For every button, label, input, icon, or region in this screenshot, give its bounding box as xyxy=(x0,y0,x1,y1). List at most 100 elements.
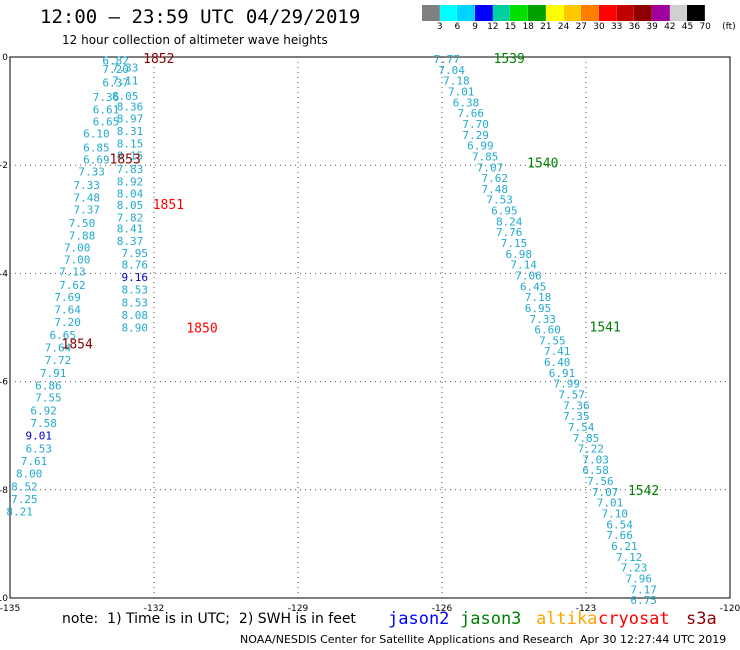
wave-height-value: 6.99 xyxy=(467,140,494,153)
wave-height-value: 6.92 xyxy=(30,405,57,418)
wave-height-value: 8.15 xyxy=(117,137,144,150)
wave-height-value: 7.20 xyxy=(54,316,81,329)
wave-height-value: 7.82 xyxy=(117,212,144,225)
wave-height-value: 8.41 xyxy=(117,222,144,235)
x-tick-label: -120 xyxy=(720,604,740,614)
wave-height-value: 7.36 xyxy=(93,91,120,104)
wave-height-value: 7.20 xyxy=(102,63,129,76)
wave-height-value: 7.41 xyxy=(544,345,571,358)
wave-height-value: 6.69 xyxy=(83,154,110,167)
legend-altika: altika xyxy=(536,609,598,629)
colorbar-label: 39 xyxy=(646,22,658,32)
wave-height-value: 7.91 xyxy=(40,367,67,380)
wave-height-value: 7.96 xyxy=(626,572,653,585)
wave-height-value: 6.53 xyxy=(26,443,53,456)
pass-time-label: 1540 xyxy=(527,156,558,171)
credit-line: NOAA/NESDIS Center for Satellite Applica… xyxy=(240,633,574,646)
wave-height-value: 7.72 xyxy=(45,354,72,367)
wave-height-value: 7.77 xyxy=(434,53,461,66)
y-tick-label: -4 xyxy=(0,269,8,279)
wave-height-value: 7.50 xyxy=(69,217,96,230)
wave-height-value: 7.25 xyxy=(11,493,38,506)
wave-height-value: 6.85 xyxy=(83,141,110,154)
wave-height-value: 9.16 xyxy=(122,271,149,284)
wave-height-value: 6.54 xyxy=(606,518,633,531)
wave-height-value: 8.36 xyxy=(117,101,144,114)
wave-height-value: 7.10 xyxy=(602,508,629,521)
wave-height-value: 7.29 xyxy=(462,129,489,142)
wave-height-value: 8.90 xyxy=(122,321,149,334)
x-tick-label: -132 xyxy=(144,604,164,614)
wave-height-value: 8.53 xyxy=(122,297,149,310)
colorbar-swatch xyxy=(616,5,635,21)
wave-height-value: 7.85 xyxy=(573,432,600,445)
wave-height-value: 7.01 xyxy=(448,86,475,99)
colorbar-swatch xyxy=(439,5,458,21)
pass-time-label: 1853 xyxy=(110,153,141,168)
colorbar-label: 36 xyxy=(628,22,641,32)
wave-height-value: 7.56 xyxy=(587,475,614,488)
wave-height-value: 8.53 xyxy=(122,284,149,297)
wave-height-value: 7.64 xyxy=(45,341,72,354)
pass-time-label: 1850 xyxy=(186,322,217,337)
wave-height-value: 7.95 xyxy=(122,247,149,260)
wave-height-value: 8.05 xyxy=(112,90,139,103)
wave-height-value: 7.36 xyxy=(563,399,590,412)
wave-height-value: 7.69 xyxy=(54,291,81,304)
wave-height-value: 8.15 xyxy=(117,149,144,162)
wave-height-value: 7.88 xyxy=(69,229,96,242)
wave-height-value: 6.91 xyxy=(549,367,576,380)
wave-height-value: 7.00 xyxy=(64,241,91,254)
wave-height-value: 7.85 xyxy=(472,150,499,163)
colorbar xyxy=(422,5,705,21)
wave-height-value: 7.22 xyxy=(578,443,605,456)
wave-height-value: 7.35 xyxy=(563,410,590,423)
wave-height-value: 6.65 xyxy=(93,115,120,128)
map-frame xyxy=(9,56,731,599)
y-tick-label: -6 xyxy=(0,378,8,388)
colorbar-swatch xyxy=(651,5,670,21)
wave-height-value: 9.01 xyxy=(26,430,53,443)
wave-height-value: 6.40 xyxy=(544,356,571,369)
wave-height-value: 8.76 xyxy=(122,259,149,272)
colorbar-label: 33 xyxy=(610,22,623,32)
colorbar-label: 24 xyxy=(557,22,570,32)
wave-height-value: 7.57 xyxy=(558,389,585,402)
colorbar-label: 30 xyxy=(593,22,605,32)
footer-note: note: 1) Time is in UTC; 2) SWH is in fe… xyxy=(62,611,356,627)
wave-height-value: 8.97 xyxy=(117,113,144,126)
legend-s3a: s3a xyxy=(686,609,717,629)
y-tick-label: -10 xyxy=(0,594,8,604)
wave-height-value: 7.62 xyxy=(59,279,86,292)
wave-height-value: 6.82 xyxy=(102,55,129,68)
colorbar-label: 18 xyxy=(522,22,534,32)
colorbar-swatch xyxy=(634,5,652,21)
wave-height-value: 7.48 xyxy=(482,183,509,196)
wave-height-value: 6.95 xyxy=(491,205,518,218)
wave-height-value: 7.03 xyxy=(582,453,609,466)
wave-height-value: 7.04 xyxy=(438,64,465,77)
wave-height-value: 8.31 xyxy=(117,125,144,138)
colorbar-swatch xyxy=(457,5,476,21)
y-tick-label: 0 xyxy=(2,53,8,63)
colorbar-label: 3 xyxy=(436,22,443,32)
colorbar-label: 15 xyxy=(504,22,517,32)
wave-height-value: 7.07 xyxy=(592,486,619,499)
pass-time-label: 1542 xyxy=(628,484,659,499)
wave-height-value: 7.76 xyxy=(496,226,523,239)
wave-height-value: 7.62 xyxy=(482,172,509,185)
wave-height-value: 7.70 xyxy=(462,118,489,131)
wave-height-value: 7.61 xyxy=(21,455,48,468)
legend-cryosat: cryosat xyxy=(598,609,670,629)
wave-height-value: 7.13 xyxy=(59,266,86,279)
colorbar-labels: 3 6 9 12 15 18 21 24 27 30 33 36 39 42 45 70 (ft) xyxy=(422,22,740,34)
wave-height-value: 6.60 xyxy=(534,324,561,337)
colorbar-swatch xyxy=(528,5,546,21)
colorbar-swatch xyxy=(687,5,705,21)
map-title: 12:00 – 23:59 UTC 04/29/2019 xyxy=(40,6,361,28)
pass-time-label: 1541 xyxy=(590,320,621,335)
x-tick-label: -135 xyxy=(0,604,20,614)
pass-time-label: 1539 xyxy=(494,52,525,67)
wave-height-value: 7.48 xyxy=(74,192,101,205)
